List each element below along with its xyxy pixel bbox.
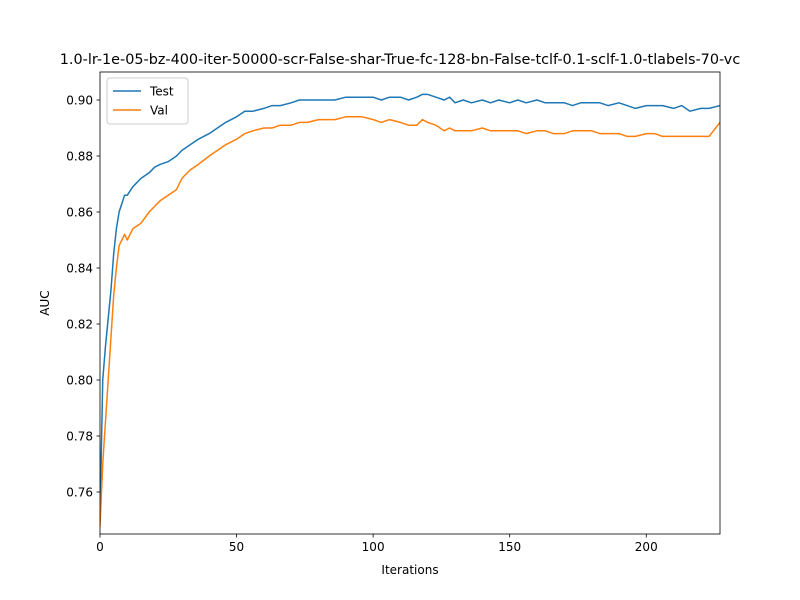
x-axis-label: Iterations [381,563,438,577]
axes-frame [99,71,721,535]
plot-background [100,72,720,534]
series-line-val [100,116,720,527]
x-tick-label: 50 [229,540,244,554]
series-line-test [100,93,720,521]
y-tick-label: 0.82 [66,317,93,331]
legend-box [106,77,189,125]
series-layer [100,93,720,527]
y-tick-label: 0.88 [66,149,93,163]
y-tick-label: 0.90 [66,93,93,107]
x-tick-label: 100 [362,540,385,554]
x-tick-label: 0 [96,540,104,554]
y-tick-label: 0.80 [66,373,93,387]
y-tick-label: 0.76 [66,485,93,499]
legend: Test Val [106,77,189,125]
y-tick-label: 0.84 [66,261,93,275]
chart-title: 1.0-lr-1e-05-bz-400-iter-50000-scr-False… [60,52,741,68]
legend-label-val: Val [150,103,168,117]
y-tick-label: 0.78 [66,429,93,443]
plot-area: 0 50 100 150 200 0.76 0.78 0.80 0.82 0.84 0.86 0.88… [66,71,721,554]
y-tick-label: 0.86 [66,205,93,219]
x-tick-label: 200 [635,540,658,554]
legend-label-test: Test [149,84,174,98]
y-axis-label: AUC [38,290,52,315]
x-tick-label: 150 [498,540,521,554]
axes-layer: 0 50 100 150 200 0.76 0.78 0.80 0.82 0.84 0.86 0.88… [66,71,721,554]
